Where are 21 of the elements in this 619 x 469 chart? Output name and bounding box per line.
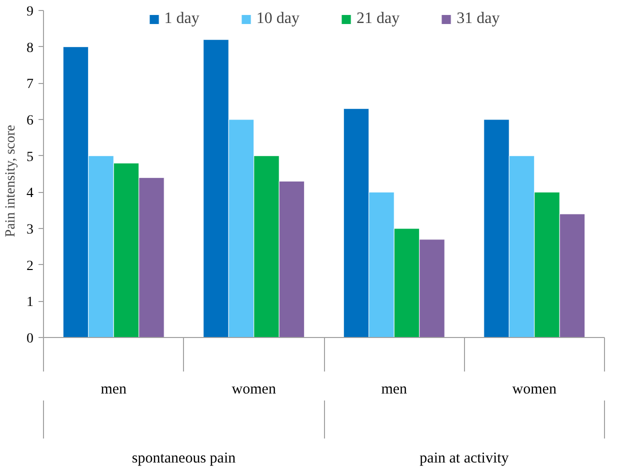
legend-label: 1 day: [164, 10, 200, 28]
y-tick-label: 8: [26, 40, 34, 56]
y-axis-title: Pain intensity, score: [4, 124, 18, 238]
y-tick-label: 0: [26, 332, 34, 346]
y-tick-label: 2: [26, 258, 34, 274]
text: pain at activity: [420, 450, 510, 466]
y-tick-label: 3: [26, 222, 34, 238]
y-tick-label: 1: [26, 295, 34, 310]
y-tick-label: 6: [26, 114, 34, 128]
y-tick-label: 9: [26, 4, 34, 20]
legend-label: 21 day: [356, 10, 400, 28]
x-tick-label: women: [512, 382, 557, 398]
x-tick-label: men: [381, 382, 408, 398]
y-tick-label: 7: [26, 77, 34, 92]
x-tick-label: men: [100, 382, 128, 398]
text: spontaneous pain: [132, 450, 236, 466]
y-tick-label: 5: [26, 150, 34, 165]
legend-label: 31 day: [456, 10, 500, 28]
legend-label: 10 day: [256, 10, 300, 28]
y-tick-label: 4: [26, 186, 34, 202]
x-tick-label: women: [232, 382, 276, 398]
